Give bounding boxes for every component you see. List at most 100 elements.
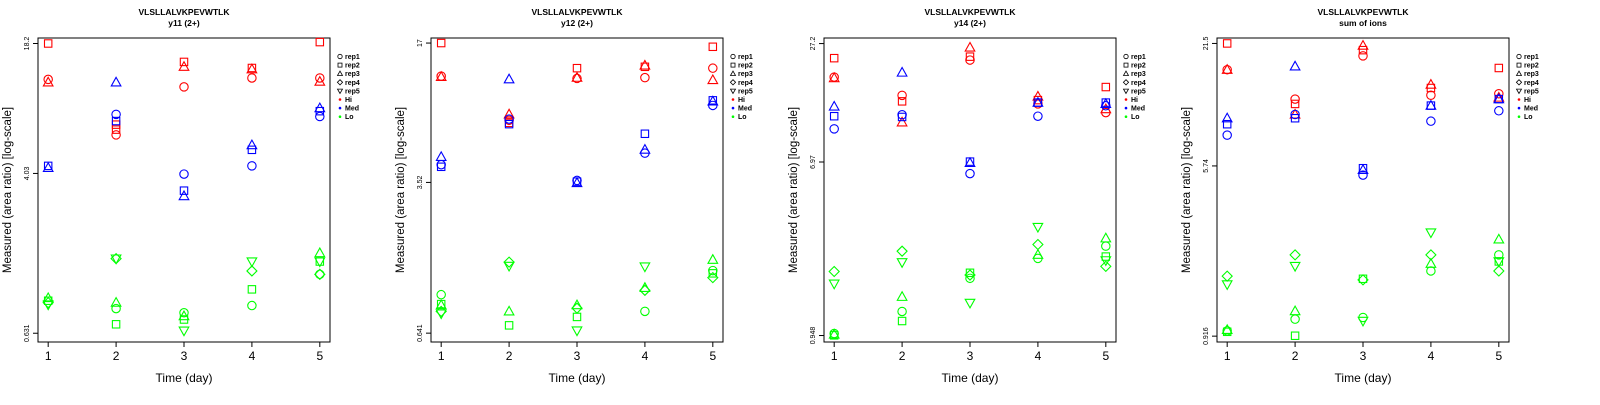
data-point-med-rep2-day1 bbox=[436, 162, 446, 172]
data-point-med-rep3-day5 bbox=[1100, 97, 1112, 109]
data-point-med-rep2-day2 bbox=[1290, 113, 1300, 123]
x-tick-label: 3 bbox=[574, 349, 581, 363]
data-point-lo-rep1-day3 bbox=[179, 308, 189, 318]
data-point-lo-rep4-day2 bbox=[503, 256, 515, 268]
x-tick-label: 4 bbox=[1035, 349, 1042, 363]
data-point-med-rep3-day3 bbox=[1357, 163, 1369, 175]
legend-label-rep4: rep4 bbox=[345, 80, 360, 87]
data-point-hi-rep3-day1 bbox=[435, 70, 447, 82]
data-point-lo-rep5-day1 bbox=[1221, 280, 1233, 291]
legend-symbol-rep1 bbox=[730, 53, 736, 60]
data-point-med-rep1-day3 bbox=[1358, 170, 1368, 180]
data-point-lo-rep2-day2 bbox=[111, 320, 121, 329]
legend-label-rep1: rep1 bbox=[1131, 54, 1146, 61]
data-point-hi-rep2-day1 bbox=[43, 39, 53, 48]
y-tick-label: 5.74 bbox=[1203, 159, 1210, 173]
legend-label-hi: Hi bbox=[1131, 97, 1138, 104]
chart-title: VLSLLALVKPEVWTLK bbox=[532, 7, 624, 17]
x-tick-label: 2 bbox=[506, 349, 513, 363]
data-point-lo-rep2-day3 bbox=[965, 268, 975, 278]
data-point-hi-rep3-day5 bbox=[707, 73, 719, 85]
data-point-hi-rep3-day5 bbox=[1493, 91, 1505, 102]
data-point-lo-rep2-day4 bbox=[247, 285, 257, 294]
chart-subtitle: y12 (2+) bbox=[561, 18, 593, 28]
data-point-hi-rep1-day5 bbox=[1101, 107, 1111, 118]
legend-dot-lo bbox=[731, 115, 735, 118]
data-point-lo-rep1-day5 bbox=[1494, 250, 1504, 260]
data-point-lo-rep5-day2 bbox=[503, 261, 515, 273]
data-point-lo-rep3-day4 bbox=[1425, 257, 1437, 268]
legend-label-rep2: rep2 bbox=[345, 63, 360, 70]
data-point-lo-rep4-day4 bbox=[246, 265, 258, 277]
data-point-lo-rep3-day5 bbox=[314, 246, 326, 258]
data-point-hi-rep3-day2 bbox=[1289, 108, 1301, 119]
data-point-med-rep3-day4 bbox=[639, 143, 651, 154]
data-point-lo-rep4-day1 bbox=[1221, 270, 1233, 282]
data-point-med-rep2-day2 bbox=[111, 116, 121, 126]
data-point-hi-rep3-day1 bbox=[1221, 63, 1233, 74]
legend-label-rep3: rep3 bbox=[738, 71, 753, 78]
x-tick-label: 5 bbox=[709, 349, 716, 363]
data-point-med-rep2-day2 bbox=[897, 112, 907, 122]
legend-label-rep5: rep5 bbox=[1524, 88, 1539, 95]
data-point-lo-rep3-day1 bbox=[828, 328, 840, 339]
y-tick-label: 0.916 bbox=[1203, 327, 1210, 345]
data-point-hi-rep1-day1 bbox=[43, 74, 53, 85]
legend-label-rep4: rep4 bbox=[738, 80, 753, 87]
x-tick-label: 1 bbox=[1224, 349, 1231, 363]
data-point-hi-rep2-day4 bbox=[640, 62, 650, 72]
chart-subtitle: sum of ions bbox=[1339, 18, 1387, 28]
data-point-med-rep3-day1 bbox=[1221, 112, 1233, 123]
legend-label-lo: Lo bbox=[738, 114, 747, 121]
data-point-lo-rep5-day5 bbox=[314, 257, 326, 268]
data-point-lo-rep5-day4 bbox=[639, 262, 651, 273]
data-point-hi-rep1-day5 bbox=[315, 73, 325, 83]
x-tick-label: 5 bbox=[1102, 349, 1109, 363]
legend-dot-med bbox=[1517, 106, 1521, 110]
data-point-hi-rep1-day5 bbox=[708, 63, 718, 73]
data-point-hi-rep2-day3 bbox=[1358, 45, 1368, 55]
x-tick-label: 1 bbox=[831, 349, 838, 363]
data-point-med-rep3-day3 bbox=[571, 176, 583, 188]
y-tick-label: 0.631 bbox=[24, 324, 31, 342]
chart-subtitle: y14 (2+) bbox=[954, 18, 986, 28]
data-point-hi-rep1-day4 bbox=[640, 72, 650, 83]
data-point-lo-rep1-day4 bbox=[1033, 253, 1043, 264]
y-tick-label: 18.2 bbox=[24, 37, 31, 51]
data-point-lo-rep5-day1 bbox=[828, 279, 840, 290]
data-point-med-rep3-day2 bbox=[110, 76, 122, 87]
y-tick-label: 3.52 bbox=[417, 176, 424, 190]
plot-frame bbox=[430, 37, 724, 343]
legend-symbol-rep4 bbox=[1122, 79, 1130, 86]
data-point-hi-rep3-day2 bbox=[503, 108, 515, 119]
legend-dot-med bbox=[731, 106, 735, 110]
data-point-hi-rep2-day3 bbox=[965, 52, 975, 61]
data-point-hi-rep1-day3 bbox=[965, 55, 975, 65]
data-point-med-rep3-day2 bbox=[503, 73, 515, 84]
data-point-lo-rep4-day1 bbox=[828, 265, 840, 278]
y-tick-label: 27.2 bbox=[810, 37, 817, 51]
legend-label-rep5: rep5 bbox=[738, 88, 753, 95]
data-point-med-rep1-day2 bbox=[111, 109, 121, 120]
data-point-lo-rep1-day5 bbox=[315, 269, 325, 280]
data-point-lo-rep1-day4 bbox=[1426, 266, 1436, 276]
legend-symbol-rep4 bbox=[336, 79, 344, 86]
legend-label-med: Med bbox=[1524, 106, 1538, 113]
data-point-med-rep1-day1 bbox=[829, 124, 839, 134]
data-point-med-rep1-day4 bbox=[1033, 111, 1043, 121]
data-point-med-rep3-day5 bbox=[707, 95, 719, 106]
legend-label-rep3: rep3 bbox=[1524, 71, 1539, 78]
data-point-lo-rep1-day4 bbox=[640, 306, 650, 317]
legend-symbol-rep4 bbox=[729, 79, 737, 86]
data-point-hi-rep1-day2 bbox=[1290, 94, 1300, 104]
x-axis-label: Time (day) bbox=[1335, 371, 1392, 385]
data-point-hi-rep1-day2 bbox=[111, 130, 121, 140]
legend-symbol-rep2 bbox=[1516, 62, 1522, 68]
data-point-med-rep1-day4 bbox=[640, 148, 650, 158]
legend-symbol-rep2 bbox=[337, 62, 343, 68]
data-point-hi-rep1-day3 bbox=[179, 82, 189, 92]
data-point-med-rep2-day4 bbox=[640, 129, 650, 139]
data-point-lo-rep3-day5 bbox=[1493, 233, 1505, 244]
